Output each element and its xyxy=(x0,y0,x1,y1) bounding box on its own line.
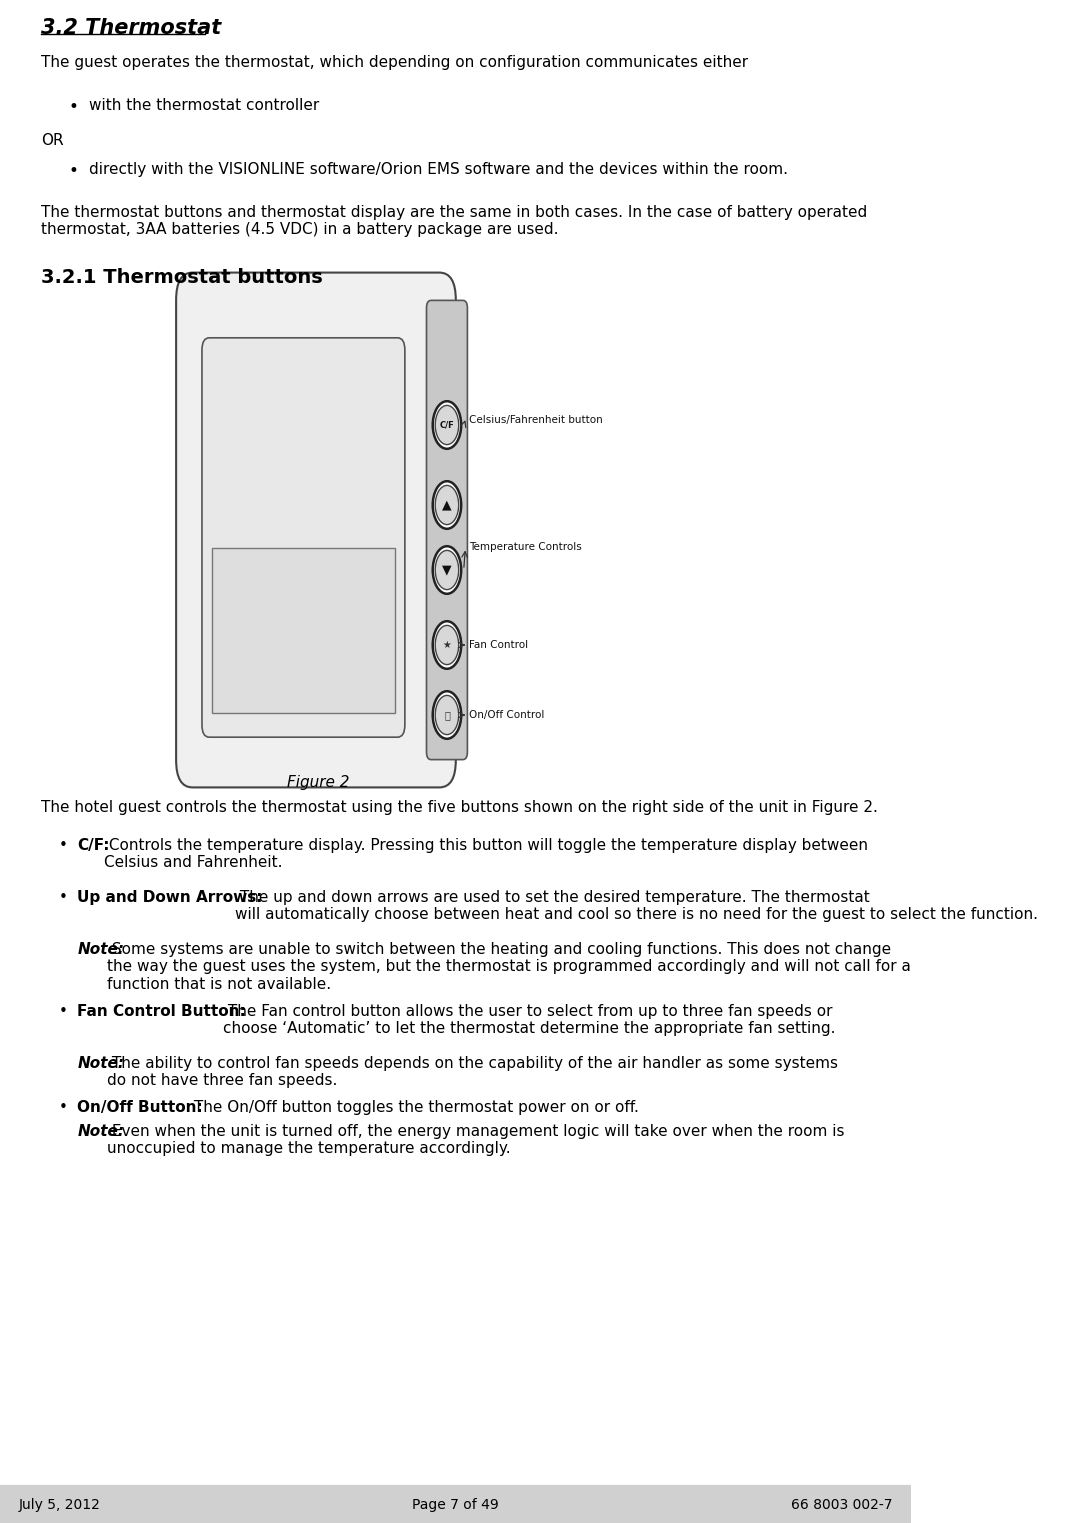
Circle shape xyxy=(435,486,459,524)
Text: Controls the temperature display. Pressing this button will toggle the temperatu: Controls the temperature display. Pressi… xyxy=(103,838,868,871)
Text: •: • xyxy=(59,889,69,905)
Text: ⏻: ⏻ xyxy=(444,710,450,720)
FancyBboxPatch shape xyxy=(202,338,405,737)
Circle shape xyxy=(433,481,461,528)
Text: Note:: Note: xyxy=(77,1055,124,1071)
Text: Fan Control: Fan Control xyxy=(469,640,528,650)
Text: ▲: ▲ xyxy=(442,498,452,512)
Circle shape xyxy=(435,696,459,734)
Text: Even when the unit is turned off, the energy management logic will take over whe: Even when the unit is turned off, the en… xyxy=(108,1124,845,1156)
Text: •: • xyxy=(59,838,69,853)
FancyBboxPatch shape xyxy=(0,1485,911,1523)
Text: ★: ★ xyxy=(443,640,452,650)
Circle shape xyxy=(435,405,459,445)
Circle shape xyxy=(435,550,459,589)
Circle shape xyxy=(433,621,461,669)
FancyBboxPatch shape xyxy=(176,273,456,787)
Text: 3.2.1 Thermostat buttons: 3.2.1 Thermostat buttons xyxy=(41,268,323,286)
Text: Temperature Controls: Temperature Controls xyxy=(469,542,581,553)
Text: C/F:: C/F: xyxy=(77,838,110,853)
Text: •: • xyxy=(59,1100,69,1115)
Text: Note:: Note: xyxy=(77,943,124,956)
Text: Some systems are unable to switch between the heating and cooling functions. Thi: Some systems are unable to switch betwee… xyxy=(108,943,912,991)
Text: The hotel guest controls the thermostat using the five buttons shown on the righ: The hotel guest controls the thermostat … xyxy=(41,800,878,815)
Text: •: • xyxy=(59,1004,69,1019)
Text: •: • xyxy=(69,97,78,116)
Text: The Fan control button allows the user to select from up to three fan speeds or
: The Fan control button allows the user t… xyxy=(223,1004,836,1036)
Text: Page 7 of 49: Page 7 of 49 xyxy=(412,1499,498,1512)
Text: C/F: C/F xyxy=(440,420,455,429)
Text: Up and Down Arrows:: Up and Down Arrows: xyxy=(77,889,263,905)
Text: directly with the VISIONLINE software/Orion EMS software and the devices within : directly with the VISIONLINE software/Or… xyxy=(89,161,788,177)
Text: On/Off Control: On/Off Control xyxy=(469,710,544,720)
FancyBboxPatch shape xyxy=(212,548,395,713)
Text: Figure 2: Figure 2 xyxy=(287,775,349,790)
Text: The guest operates the thermostat, which depending on configuration communicates: The guest operates the thermostat, which… xyxy=(41,55,749,70)
Circle shape xyxy=(433,401,461,449)
Text: July 5, 2012: July 5, 2012 xyxy=(18,1499,100,1512)
FancyBboxPatch shape xyxy=(426,300,468,760)
Text: ▼: ▼ xyxy=(442,564,452,577)
Text: 66 8003 002-7: 66 8003 002-7 xyxy=(791,1499,892,1512)
Circle shape xyxy=(433,691,461,739)
Text: Celsius/Fahrenheit button: Celsius/Fahrenheit button xyxy=(469,414,603,425)
Text: The ability to control fan speeds depends on the capability of the air handler a: The ability to control fan speeds depend… xyxy=(108,1055,839,1089)
Text: The up and down arrows are used to set the desired temperature. The thermostat
w: The up and down arrows are used to set t… xyxy=(235,889,1038,923)
Text: •: • xyxy=(69,161,78,180)
Text: On/Off Button:: On/Off Button: xyxy=(77,1100,203,1115)
Text: with the thermostat controller: with the thermostat controller xyxy=(89,97,320,113)
Text: The On/Off button toggles the thermostat power on or off.: The On/Off button toggles the thermostat… xyxy=(189,1100,640,1115)
Text: The thermostat buttons and thermostat display are the same in both cases. In the: The thermostat buttons and thermostat di… xyxy=(41,206,867,238)
Text: 3.2 Thermostat: 3.2 Thermostat xyxy=(41,18,221,38)
Text: OR: OR xyxy=(41,133,63,148)
Circle shape xyxy=(435,626,459,664)
Circle shape xyxy=(433,547,461,594)
Text: Note:: Note: xyxy=(77,1124,124,1139)
Text: Fan Control Button:: Fan Control Button: xyxy=(77,1004,246,1019)
